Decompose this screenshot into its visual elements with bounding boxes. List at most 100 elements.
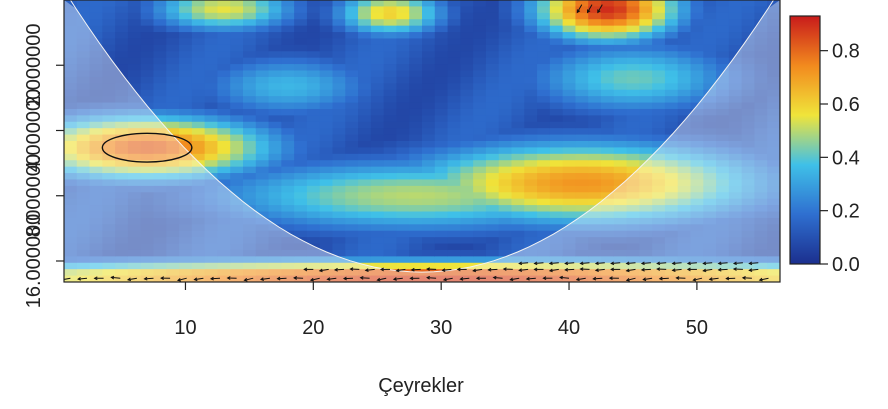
heatmap-cell: [281, 32, 295, 40]
heatmap-cell: [76, 19, 91, 27]
heatmap-cell: [473, 173, 487, 181]
heatmap-cell: [281, 153, 295, 161]
heatmap-cell: [255, 76, 270, 84]
heatmap-cell: [345, 198, 359, 206]
heatmap-cell: [89, 166, 103, 174]
heatmap-cell: [332, 237, 346, 245]
heatmap-cell: [434, 147, 449, 155]
heatmap-cell: [562, 12, 577, 20]
heatmap-cell: [191, 25, 206, 33]
heatmap-cell: [166, 205, 180, 213]
heatmap-cell: [754, 134, 768, 142]
heatmap-cell: [613, 38, 628, 46]
heatmap-cell: [613, 147, 628, 155]
heatmap-cell: [166, 70, 180, 78]
heatmap-cell: [153, 44, 167, 52]
heatmap-cell: [89, 237, 103, 245]
heatmap-cell: [140, 115, 155, 123]
heatmap-cell: [626, 83, 640, 91]
heatmap-cell: [358, 19, 372, 27]
heatmap-cell: [140, 211, 155, 219]
heatmap-cell: [652, 205, 666, 213]
heatmap-cell: [153, 256, 167, 264]
heatmap-cell: [447, 269, 461, 277]
heatmap-cell: [575, 249, 589, 257]
heatmap-cell: [243, 269, 257, 277]
heatmap-cell: [664, 134, 679, 142]
heatmap-cell: [664, 269, 679, 277]
heatmap-cell: [754, 0, 768, 8]
heatmap-cell: [549, 25, 564, 33]
heatmap-cell: [383, 230, 398, 238]
heatmap-cell: [716, 121, 730, 129]
heatmap-cell: [255, 57, 270, 65]
heatmap-cell: [255, 217, 270, 225]
heatmap-cell: [319, 160, 334, 168]
heatmap-cell: [677, 102, 692, 110]
heatmap-cell: [588, 224, 602, 232]
heatmap-cell: [639, 115, 653, 123]
heatmap-cell: [319, 166, 334, 174]
heatmap-cell: [179, 166, 193, 174]
heatmap-cell: [460, 38, 474, 46]
heatmap-cell: [473, 0, 487, 8]
heatmap-cell: [396, 70, 410, 78]
heatmap-cell: [626, 237, 640, 245]
heatmap-cell: [294, 12, 308, 20]
heatmap-cell: [409, 96, 423, 104]
heatmap-cell: [575, 44, 589, 52]
heatmap-cell: [358, 217, 372, 225]
heatmap-cell: [537, 121, 551, 129]
heatmap-cell: [383, 38, 398, 46]
heatmap-cell: [166, 147, 180, 155]
heatmap-cell: [652, 51, 666, 59]
heatmap-cell: [230, 166, 244, 174]
heatmap-cell: [396, 6, 410, 14]
heatmap-cell: [537, 128, 551, 136]
heatmap-cell: [294, 108, 308, 116]
heatmap-cell: [243, 256, 257, 264]
heatmap-cell: [575, 38, 589, 46]
heatmap-cell: [268, 115, 282, 123]
heatmap-cell: [511, 64, 525, 72]
heatmap-cell: [485, 262, 500, 270]
heatmap-cell: [562, 217, 577, 225]
heatmap-cell: [204, 134, 219, 142]
heatmap-cell: [447, 243, 461, 251]
heatmap-cell: [115, 121, 129, 129]
heatmap-cell: [319, 192, 334, 200]
heatmap-cell: [575, 83, 589, 91]
heatmap-cell: [639, 83, 653, 91]
heatmap-cell: [703, 0, 717, 8]
heatmap-cell: [396, 179, 410, 187]
heatmap-cell: [76, 224, 91, 232]
phase-arrow: [409, 276, 420, 281]
heatmap-cell: [434, 153, 449, 161]
phase-arrow: [575, 277, 586, 282]
heatmap-cell: [89, 64, 103, 72]
phase-arrow: [243, 277, 254, 282]
heatmap-cell: [575, 108, 589, 116]
heatmap-cell: [140, 147, 155, 155]
heatmap-cell: [370, 249, 385, 257]
phase-arrow: [176, 277, 187, 282]
heatmap-cell: [243, 198, 257, 206]
heatmap-cell: [498, 108, 513, 116]
heatmap-cell: [537, 115, 551, 123]
heatmap-cell: [179, 192, 193, 200]
heatmap-cell: [345, 237, 359, 245]
heatmap-cell: [652, 249, 666, 257]
heatmap-cell: [447, 198, 461, 206]
phase-arrow: [318, 268, 329, 273]
heatmap-cell: [383, 6, 398, 14]
heatmap-cell: [358, 32, 372, 40]
heatmap-cell: [754, 128, 768, 136]
heatmap-cell: [153, 64, 167, 72]
heatmap-cell: [664, 243, 679, 251]
heatmap-cell: [703, 179, 717, 187]
heatmap-cell: [306, 108, 321, 116]
heatmap-cell: [716, 198, 730, 206]
heatmap-cell: [179, 256, 193, 264]
heatmap-cell: [332, 166, 346, 174]
heatmap-cell: [153, 51, 167, 59]
